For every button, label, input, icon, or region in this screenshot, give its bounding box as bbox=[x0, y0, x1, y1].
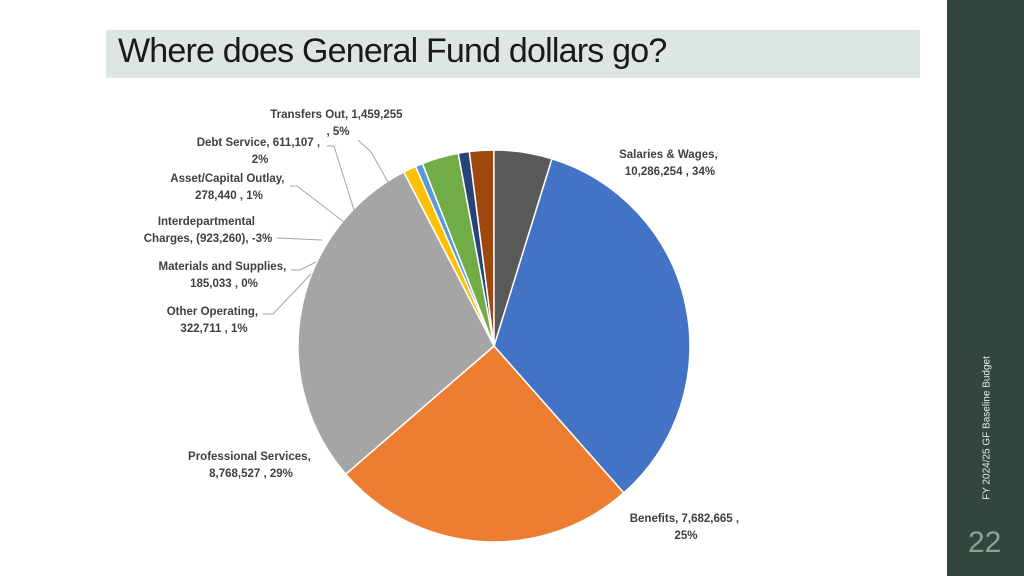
label-debt-line1: Debt Service, 611,107 , bbox=[197, 137, 320, 149]
label-transfers: Transfers Out, 1,459,255 , 5% bbox=[270, 109, 406, 138]
leader-lines bbox=[263, 139, 389, 315]
slide-title: Where does General Fund dollars go? bbox=[118, 32, 667, 70]
leader-asset bbox=[290, 185, 345, 223]
label-salaries-line1: Salaries & Wages, bbox=[619, 149, 718, 161]
pie-slice-8 bbox=[493, 149, 553, 347]
label-asset-line2: 278,440 , 1% bbox=[195, 190, 263, 202]
pie-slice-1 bbox=[344, 344, 625, 543]
label-other-operating-line2: 322,711 , 1% bbox=[180, 323, 247, 335]
label-asset: Asset/Capital Outlay, 278,440 , 1% bbox=[170, 173, 287, 202]
label-materials: Materials and Supplies, 185,033 , 0% bbox=[158, 261, 289, 290]
page-number: 22 bbox=[968, 526, 1002, 559]
label-materials-line2: 185,033 , 0% bbox=[190, 278, 258, 290]
label-interdepartmental-line2: Charges, (923,260), -3% bbox=[144, 233, 272, 245]
label-debt-line2: 2% bbox=[252, 154, 269, 166]
pie-slice-0 bbox=[493, 157, 691, 494]
leader-transfers bbox=[357, 139, 389, 183]
title-bar: Where does General Fund dollars go? bbox=[106, 30, 920, 78]
label-other-operating-line1: Other Operating, bbox=[167, 306, 258, 318]
leader-interdepartmental bbox=[276, 237, 323, 241]
label-professional-line1: Professional Services, bbox=[188, 451, 311, 463]
label-benefits: Benefits, 7,682,665 , 25% bbox=[630, 513, 743, 542]
label-other-operating: Other Operating, 322,711 , 1% bbox=[167, 306, 262, 335]
label-benefits-line1: Benefits, 7,682,665 , bbox=[630, 513, 739, 525]
leader-materials bbox=[291, 261, 317, 271]
label-transfers-line2: , 5% bbox=[326, 126, 349, 138]
label-debt: Debt Service, 611,107 , 2% bbox=[197, 137, 324, 166]
label-professional-line2: 8,768,527 , 29% bbox=[209, 468, 293, 480]
label-transfers-line1: Transfers Out, 1,459,255 bbox=[270, 109, 403, 121]
leader-other-operating bbox=[263, 273, 312, 315]
pie-slices bbox=[297, 149, 691, 543]
pie-slice-2 bbox=[297, 170, 495, 476]
label-benefits-line2: 25% bbox=[674, 530, 697, 542]
label-professional: Professional Services, 8,768,527 , 29% bbox=[188, 451, 314, 480]
label-interdepartmental: Interdepartmental Charges, (923,260), -3… bbox=[144, 216, 272, 245]
label-materials-line1: Materials and Supplies, bbox=[158, 261, 286, 273]
label-salaries-line2: 10,286,254 , 34% bbox=[625, 166, 715, 178]
side-caption: FY 2024/25 GF Baseline Budget bbox=[981, 356, 993, 500]
side-band bbox=[947, 0, 1024, 576]
pie-chart: Salaries & Wages, 10,286,254 , 34% Benef… bbox=[144, 109, 743, 543]
label-asset-line1: Asset/Capital Outlay, bbox=[170, 173, 284, 185]
label-salaries: Salaries & Wages, 10,286,254 , 34% bbox=[619, 149, 721, 178]
leader-debt bbox=[327, 145, 355, 211]
label-interdepartmental-line1: Interdepartmental bbox=[158, 216, 255, 228]
